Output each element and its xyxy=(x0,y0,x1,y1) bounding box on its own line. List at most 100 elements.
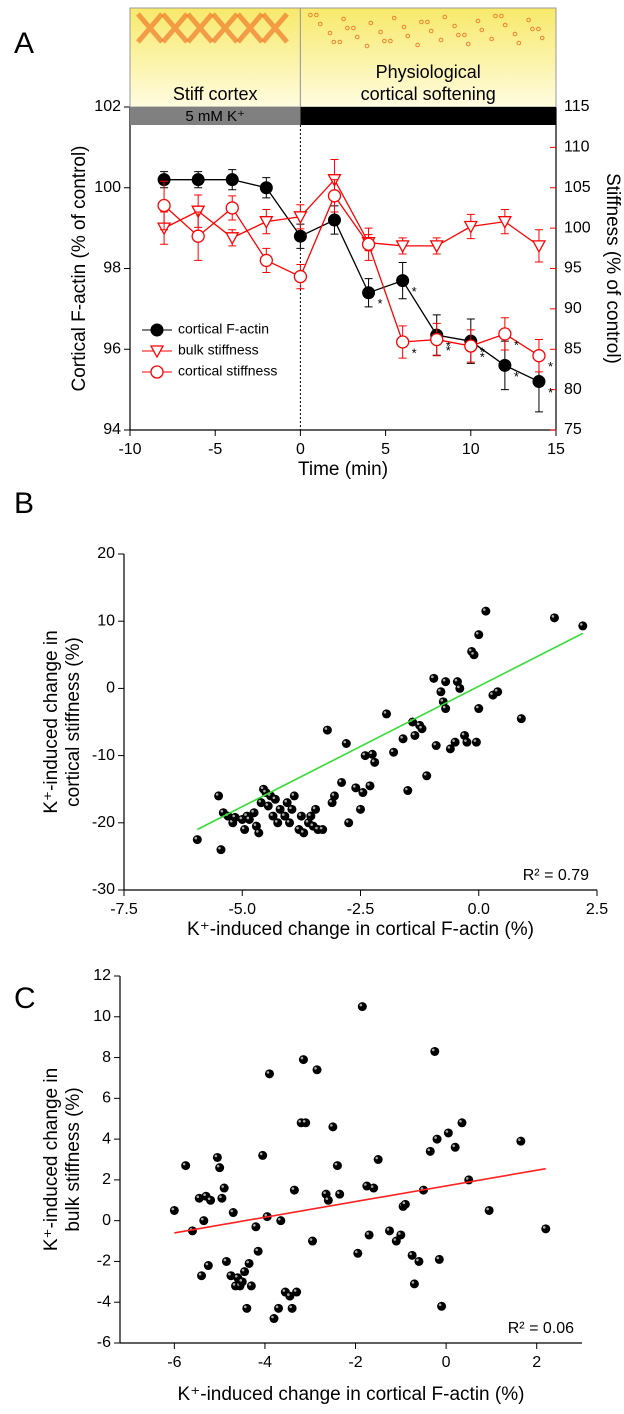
point-highlight xyxy=(289,806,292,810)
point-highlight xyxy=(253,1223,256,1227)
point xyxy=(296,811,306,821)
y2-tick-label: 80 xyxy=(564,381,582,398)
marker xyxy=(259,253,273,268)
point xyxy=(216,845,226,855)
filament xyxy=(261,12,289,44)
phase-label: Physiological xyxy=(376,62,481,82)
y-tick-label: 0 xyxy=(102,1212,111,1229)
point xyxy=(206,1195,216,1205)
y-tick-label: 20 xyxy=(97,545,115,562)
significance: * xyxy=(548,385,553,400)
filament xyxy=(236,12,264,44)
point xyxy=(249,808,259,818)
y-tick-label: 96 xyxy=(103,340,121,357)
point-highlight xyxy=(438,1303,442,1307)
point xyxy=(212,1152,222,1162)
point xyxy=(328,1122,338,1132)
point xyxy=(240,1267,250,1277)
y-axis-label: bulk stiffness (%) xyxy=(63,1087,84,1231)
point-highlight xyxy=(442,678,446,682)
point-highlight xyxy=(256,830,259,833)
marker xyxy=(532,375,546,389)
point-highlight xyxy=(367,783,370,786)
point-highlight xyxy=(289,1305,292,1309)
condition-label: 5 mM K⁺ xyxy=(185,108,245,125)
condition-bar xyxy=(130,107,301,125)
y-axis-label: Cortical F-actin (% of control) xyxy=(69,145,90,391)
point xyxy=(365,781,375,791)
point-highlight xyxy=(431,1048,435,1052)
point xyxy=(219,1183,229,1193)
y-tick-label: 98 xyxy=(103,260,121,277)
point xyxy=(443,1128,453,1138)
point xyxy=(270,794,280,804)
marker xyxy=(150,323,164,337)
point xyxy=(322,725,332,735)
point-highlight xyxy=(293,1289,297,1292)
y2-tick-label: 115 xyxy=(564,98,590,115)
point xyxy=(276,1216,286,1226)
point-highlight xyxy=(475,631,479,635)
point xyxy=(221,1256,231,1266)
point-highlight xyxy=(423,772,427,776)
x-tick-label: -2.5 xyxy=(347,901,375,918)
annotation: R² = 0.06 xyxy=(508,1320,574,1337)
x-tick-label: 5 xyxy=(381,441,390,458)
marker xyxy=(225,232,240,246)
legend-label: cortical stiffness xyxy=(178,363,277,379)
y-tick-label: -20 xyxy=(92,814,115,831)
point-highlight xyxy=(300,830,304,833)
point xyxy=(389,747,399,757)
point xyxy=(437,1301,447,1311)
filament xyxy=(136,12,164,44)
point xyxy=(203,1261,213,1271)
point xyxy=(264,1069,274,1079)
point-highlight xyxy=(200,1217,204,1221)
point-highlight xyxy=(265,803,269,806)
point-highlight xyxy=(352,785,356,788)
monomer xyxy=(526,17,531,23)
y2-tick-label: 105 xyxy=(564,179,591,196)
point-highlight xyxy=(230,1209,234,1213)
y-tick-label: -30 xyxy=(92,881,115,898)
x-tick-label: -7.5 xyxy=(110,901,138,918)
point-highlight xyxy=(275,1305,279,1309)
point xyxy=(299,828,309,838)
point-highlight xyxy=(239,1279,243,1282)
point-highlight xyxy=(369,751,373,755)
point-highlight xyxy=(323,1191,326,1194)
y2-tick-label: 75 xyxy=(564,421,582,438)
point xyxy=(364,1230,374,1240)
point xyxy=(385,1226,394,1236)
point-highlight xyxy=(461,732,465,736)
point xyxy=(414,1256,424,1266)
fit-line xyxy=(196,632,584,831)
point xyxy=(312,1065,322,1075)
point-highlight xyxy=(400,736,403,739)
point-highlight xyxy=(398,1232,401,1235)
marker xyxy=(361,237,376,251)
filament xyxy=(211,12,239,44)
point-highlight xyxy=(248,1283,252,1286)
monomer xyxy=(401,24,407,30)
monomer xyxy=(341,16,346,22)
significance: * xyxy=(480,345,485,360)
x-tick-label: 0 xyxy=(296,441,305,458)
point-highlight xyxy=(215,793,219,796)
point xyxy=(287,804,297,814)
point-highlight xyxy=(319,826,323,830)
phase-label: Stiff cortex xyxy=(173,84,258,104)
point xyxy=(429,673,439,683)
point xyxy=(474,704,484,714)
point xyxy=(578,621,588,631)
point-highlight xyxy=(360,789,363,793)
marker xyxy=(149,345,165,359)
point xyxy=(549,613,559,623)
y-tick-label: -2 xyxy=(97,1253,111,1270)
point-highlight xyxy=(198,1272,202,1276)
marker xyxy=(531,240,547,254)
point-highlight xyxy=(416,722,420,726)
point-highlight xyxy=(263,789,266,793)
point xyxy=(450,737,460,747)
point xyxy=(301,1118,311,1128)
